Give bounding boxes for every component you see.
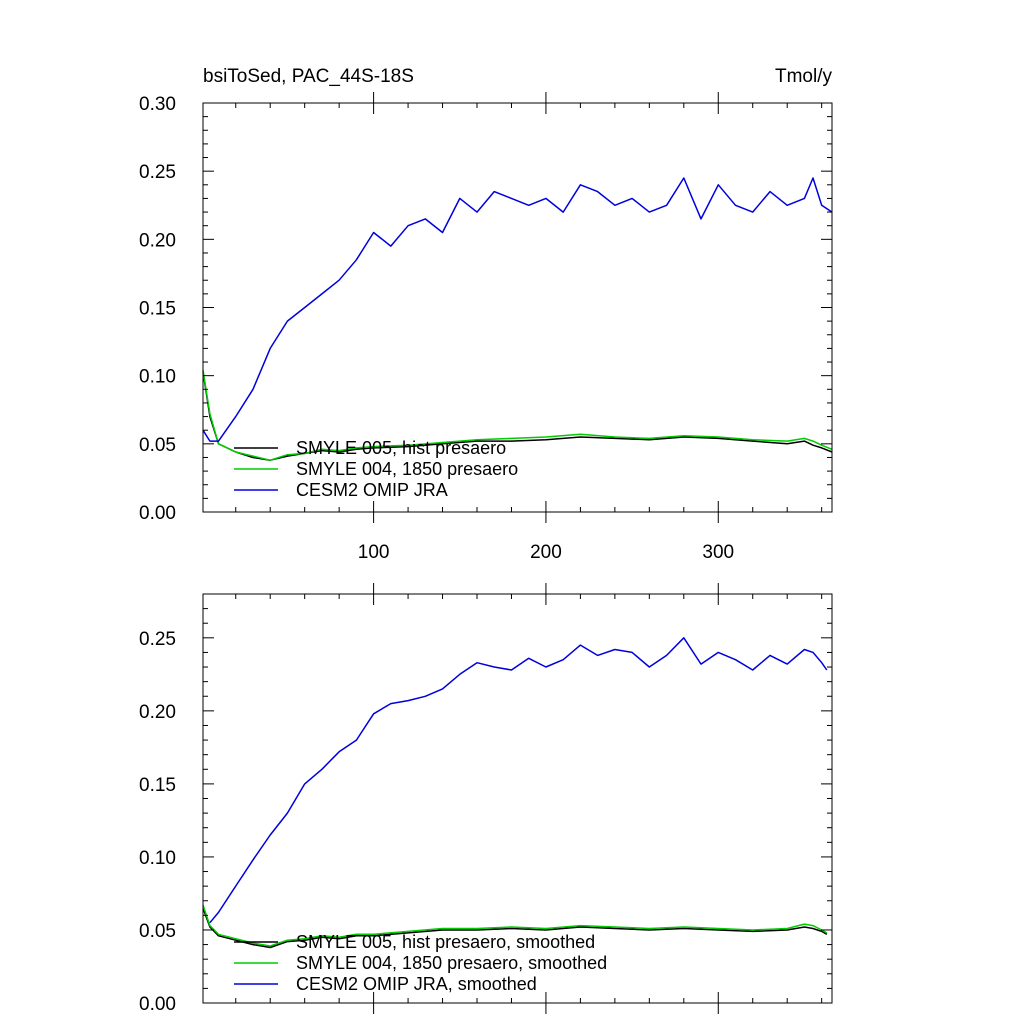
panel1-xtick-label: 200 bbox=[530, 542, 562, 563]
panel2-legend-label: SMYLE 005, hist presaero, smoothed bbox=[296, 932, 595, 952]
panel1-legend-label: SMYLE 005, hist presaero bbox=[296, 438, 506, 458]
panel-1-plot: 0.00 0.05 0.10 0.15 0.20 0.25 0.30 100 200 300 SMY… bbox=[139, 92, 833, 563]
panel1-ytick-label: 0.25 bbox=[139, 162, 176, 183]
panel2-ytick-label: 0.15 bbox=[139, 775, 176, 796]
panel1-series-line-3 bbox=[202, 177, 833, 442]
panel2-series-line-2 bbox=[202, 904, 828, 947]
panel1-xtick-label: 300 bbox=[702, 542, 734, 563]
panel1-legend-label: SMYLE 004, 1850 presaero bbox=[296, 459, 518, 479]
panel-2-plot: 0.00 0.05 0.10 0.15 0.20 0.25 SMYLE 005, hist … bbox=[139, 583, 833, 1015]
panel2-series-line-3 bbox=[209, 637, 828, 924]
panel1-ytick-label: 0.20 bbox=[139, 230, 176, 251]
panel1-legend-label: CESM2 OMIP JRA bbox=[296, 480, 448, 500]
panel2-legend-label: CESM2 OMIP JRA, smoothed bbox=[296, 974, 537, 994]
panel2-ytick-label: 0.05 bbox=[139, 921, 176, 942]
panel1-xtick-label: 100 bbox=[358, 542, 390, 563]
panel2-ytick-label: 0.25 bbox=[139, 629, 176, 650]
panel2-ytick-label: 0.20 bbox=[139, 702, 176, 723]
panel2-series-line-1 bbox=[202, 907, 828, 949]
panel1-units: Tmol/y bbox=[775, 66, 833, 87]
panel1-ytick-label: 0.10 bbox=[139, 367, 176, 388]
panel1-ytick-label: 0.30 bbox=[139, 94, 176, 115]
panel2-ytick-label: 0.00 bbox=[139, 994, 176, 1015]
panel1-title: bsiToSed, PAC_44S-18S bbox=[203, 66, 414, 87]
panel1-ytick-label: 0.00 bbox=[139, 503, 176, 524]
panel1-ytick-label: 0.05 bbox=[139, 435, 176, 456]
panel2-legend-label: SMYLE 004, 1850 presaero, smoothed bbox=[296, 953, 607, 973]
panel2-ytick-label: 0.10 bbox=[139, 848, 176, 869]
panel1-ytick-label: 0.15 bbox=[139, 299, 176, 320]
panel1-series-line-2 bbox=[202, 370, 833, 461]
